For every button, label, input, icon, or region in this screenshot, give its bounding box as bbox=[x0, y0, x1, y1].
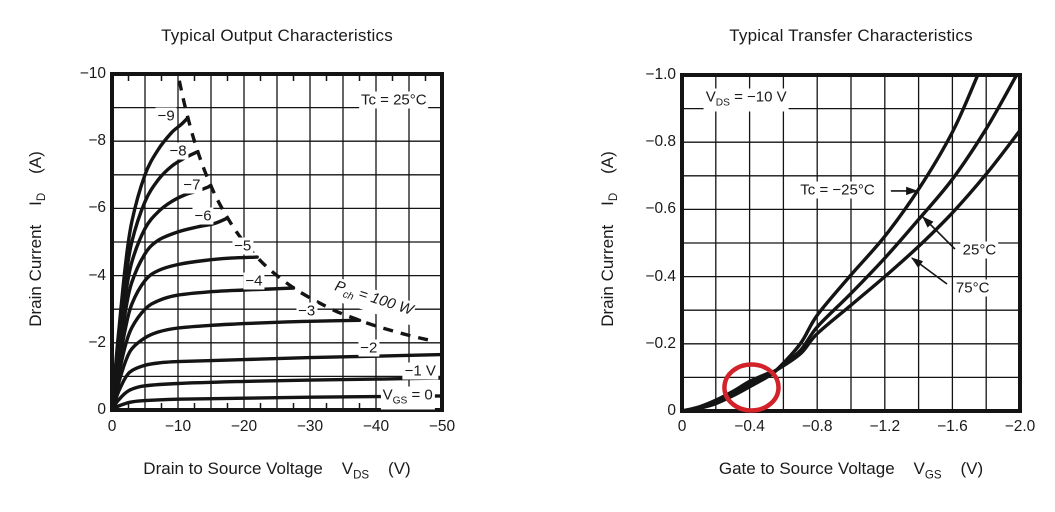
x-tick-label: −20 bbox=[230, 418, 258, 435]
x-tick-label: −1.2 bbox=[869, 418, 901, 435]
x-tick-label: −0.4 bbox=[734, 418, 765, 435]
y-tick-label: −8 bbox=[88, 132, 106, 150]
output-y-axis-title: Drain Current ID (A) bbox=[25, 151, 49, 327]
transfer-y-axis-title: Drain Current ID (A) bbox=[597, 151, 621, 327]
temperature-callout-25-c: 25°C bbox=[960, 241, 999, 259]
curve-label-vgs-3-v: −3 bbox=[296, 302, 318, 320]
condition-note: Tc = 25°C bbox=[359, 91, 429, 109]
curve-vgs-0-v bbox=[112, 394, 442, 410]
y-tick-label: −0.2 bbox=[645, 334, 676, 352]
y-tick-label: 0 bbox=[97, 401, 106, 418]
curve-label-vgs-0-v: VGS = 0 bbox=[380, 386, 435, 410]
condition-note: VDS = −10 V bbox=[703, 88, 789, 112]
power-limit-label: Pch = 100 W bbox=[328, 276, 417, 325]
x-tick-label: 0 bbox=[677, 418, 687, 435]
curve-label-vgs-9-v: −9 bbox=[155, 107, 177, 125]
callout-arrow bbox=[911, 257, 948, 285]
highlight-ellipse bbox=[722, 362, 781, 413]
curve-label-vgs-7-v: −7 bbox=[181, 176, 203, 194]
temperature-callout-75-c: 75°C bbox=[953, 279, 992, 297]
x-tick-label: −50 bbox=[428, 418, 456, 435]
transfer-x-axis-title: Gate to Source Voltage VGS (V) bbox=[718, 459, 984, 482]
y-tick-label: −6 bbox=[88, 199, 106, 217]
y-tick-label: 0 bbox=[667, 402, 676, 419]
y-tick-label: −0.4 bbox=[645, 267, 676, 285]
transfer-characteristics-plot bbox=[680, 73, 1022, 413]
x-tick-label: 0 bbox=[107, 418, 117, 435]
y-tick-label: −0.8 bbox=[645, 133, 676, 151]
x-tick-label: −2.0 bbox=[1004, 418, 1036, 435]
x-tick-label: −1.6 bbox=[937, 418, 968, 435]
x-tick-label: −30 bbox=[296, 418, 324, 435]
transfer-chart-title: Typical Transfer Characteristics bbox=[729, 26, 973, 45]
x-tick-label: −40 bbox=[362, 418, 390, 435]
plot-border bbox=[680, 73, 1022, 413]
x-tick-label: −10 bbox=[164, 418, 192, 435]
curve-label-vgs-1-v: −1 V bbox=[402, 362, 438, 380]
curve-label-vgs-5-v: −5 bbox=[232, 237, 254, 255]
curve-vgs-3-v bbox=[112, 318, 362, 410]
y-tick-label: −4 bbox=[88, 266, 106, 284]
x-tick-label: −0.8 bbox=[801, 418, 833, 435]
callout-arrow bbox=[922, 216, 956, 250]
curve-label-vgs-6-v: −6 bbox=[192, 207, 214, 225]
curve-vgs-9-v bbox=[112, 116, 190, 410]
y-tick-label: −10 bbox=[79, 65, 106, 82]
temperature-callout-tc-minus-25-c: Tc = −25°C bbox=[798, 181, 877, 199]
curve-label-vgs-4-v: −4 bbox=[243, 272, 265, 290]
curve-75-c bbox=[682, 128, 1020, 411]
curve-label-vgs-8-v: −8 bbox=[167, 142, 189, 160]
plot-border bbox=[110, 72, 444, 412]
curve-vgs-1-v bbox=[112, 376, 442, 410]
y-tick-label: −1.0 bbox=[645, 66, 676, 83]
curve-label-vgs-2-v: −2 bbox=[358, 339, 380, 357]
output-characteristics-plot bbox=[110, 72, 444, 412]
output-x-axis-title: Drain to Source Voltage VDS (V) bbox=[143, 459, 411, 482]
output-chart-title: Typical Output Characteristics bbox=[161, 26, 393, 45]
curve-vgs-2-v bbox=[112, 352, 442, 410]
y-tick-label: −2 bbox=[88, 333, 106, 351]
y-tick-label: −0.6 bbox=[645, 200, 676, 218]
